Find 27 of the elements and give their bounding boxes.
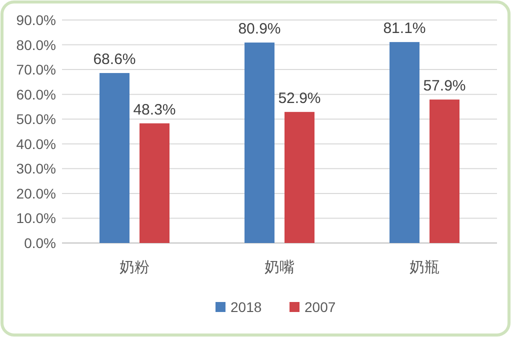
y-tick-label: 30.0%	[16, 160, 56, 177]
data-label: 57.9%	[423, 78, 466, 95]
bar	[430, 100, 460, 243]
bar	[284, 112, 314, 243]
data-label: 80.9%	[238, 20, 281, 38]
data-label: 52.9%	[278, 90, 321, 107]
legend-label: 2007	[304, 299, 336, 315]
x-tick-label: 奶瓶	[410, 259, 440, 276]
y-tick-label: 0.0%	[24, 235, 56, 251]
data-label: 81.1%	[383, 20, 426, 38]
y-tick-label: 50.0%	[16, 111, 56, 128]
y-tick-label: 90.0%	[16, 12, 56, 28]
x-tick-label: 奶嘴	[264, 259, 294, 276]
x-tick-label: 奶粉	[120, 259, 150, 276]
data-label: 68.6%	[93, 51, 136, 68]
bar	[244, 42, 274, 243]
bar	[100, 73, 130, 243]
bar	[140, 123, 170, 243]
data-label: 48.3%	[133, 101, 176, 118]
y-tick-label: 20.0%	[16, 185, 56, 202]
legend-label: 2018	[230, 299, 262, 315]
y-tick-label: 10.0%	[16, 210, 56, 226]
y-tick-label: 70.0%	[16, 62, 56, 78]
y-tick-label: 60.0%	[16, 86, 56, 102]
y-tick-label: 80.0%	[16, 36, 56, 53]
bar	[390, 42, 420, 243]
y-tick-label: 40.0%	[16, 136, 56, 152]
